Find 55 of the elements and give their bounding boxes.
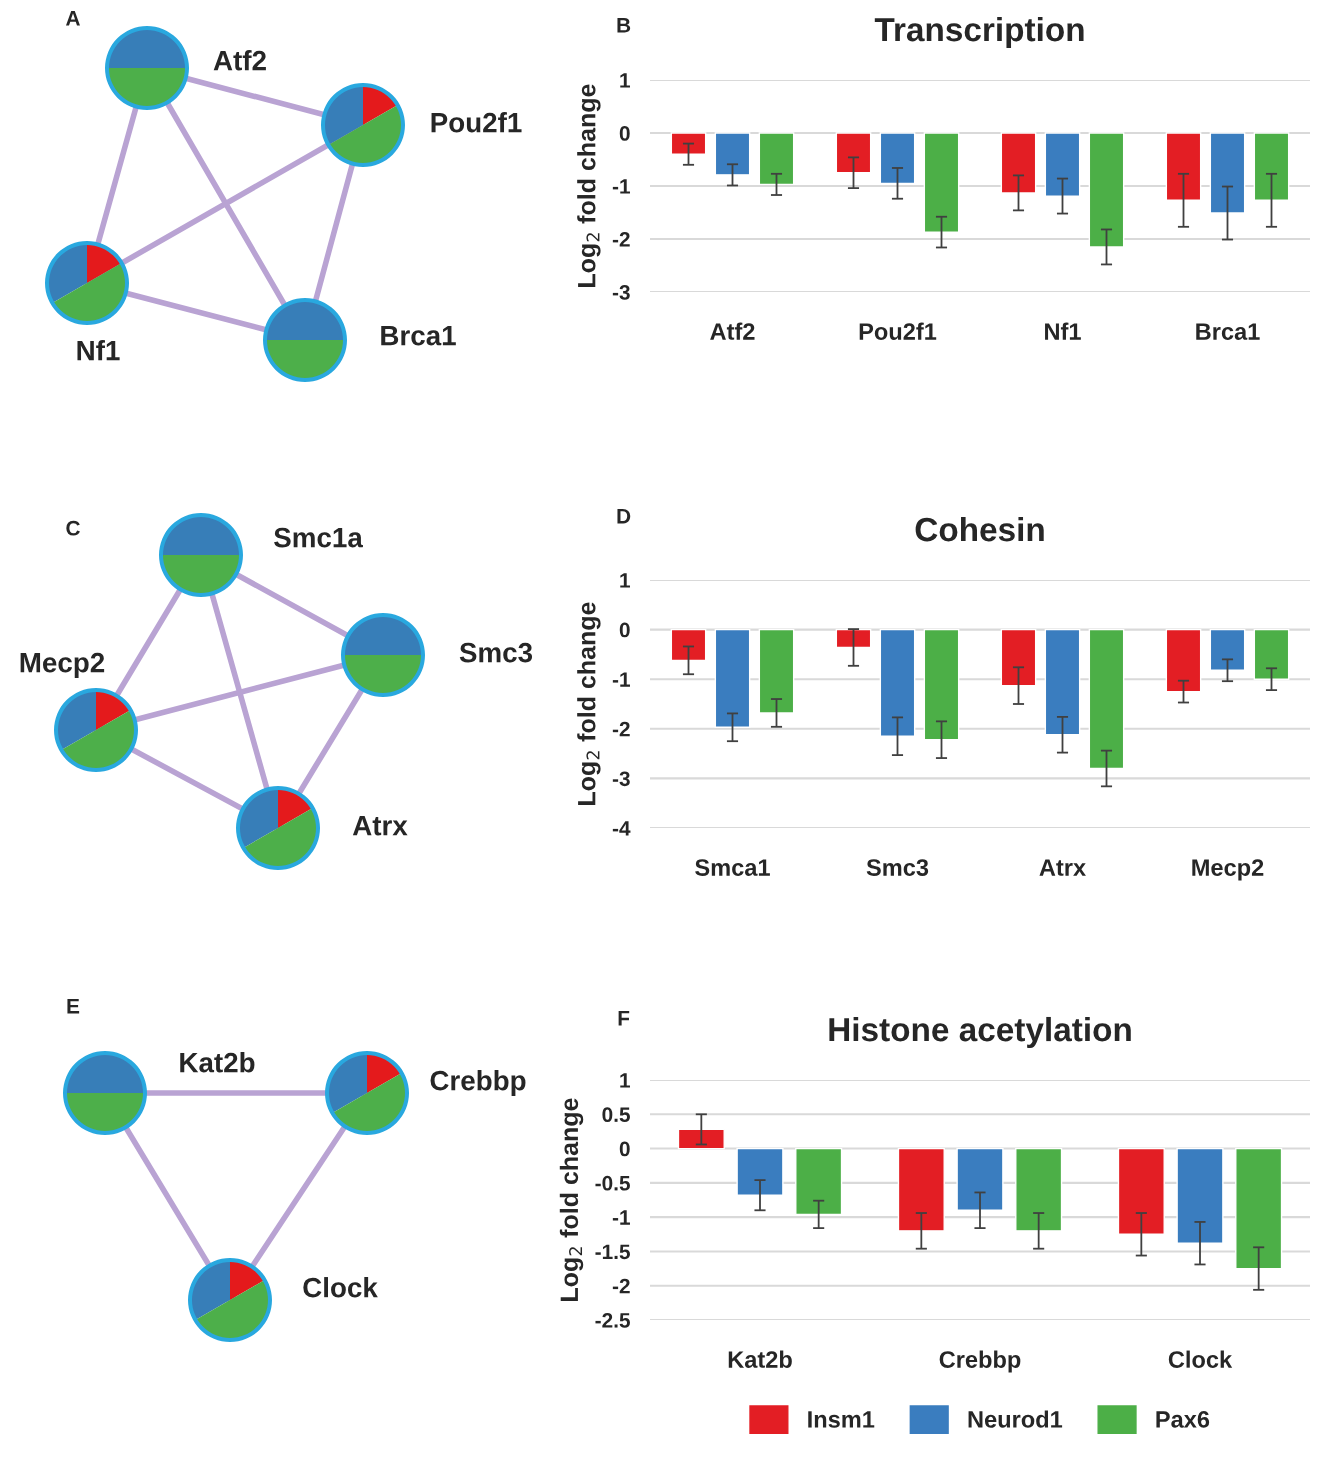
y-tick-label: -3 [612, 285, 630, 300]
x-tick-label: Mecp2 [1192, 859, 1264, 881]
x-tick-label: Crebbp [939, 1350, 1021, 1373]
y-tick-label: 1 [620, 1073, 630, 1088]
text: Smc3 [459, 642, 533, 663]
x-tick-label: Kat2b [728, 1350, 792, 1368]
x-tick-label: Nf1 [1045, 322, 1081, 340]
chart-title: Transcription [874, 16, 1084, 49]
text: Pou2f1 [431, 112, 522, 133]
text: A [65, 11, 80, 26]
text: D [617, 509, 631, 524]
y-tick-label: -1 [612, 179, 630, 194]
chart-title: Cohesin [915, 516, 1044, 542]
y-axis-title: Log$_{2}$ fold change [559, 1098, 584, 1301]
text: Smc1a [274, 527, 363, 548]
text: B [617, 18, 631, 33]
x-tick-label: Pou2f1 [859, 322, 937, 340]
y-tick-label: -0.5 [595, 1175, 630, 1191]
legend-label: Neurod1 [968, 1410, 1063, 1428]
y-axis-title: Log$_{2}$ fold change [577, 84, 601, 287]
x-tick-label: Brca1 [1196, 323, 1260, 340]
y-tick-label: -1 [612, 672, 630, 687]
y-tick-label: 0 [619, 126, 630, 141]
y-tick-label: -2 [612, 1278, 630, 1294]
text: C [66, 520, 80, 536]
y-tick-label: 1 [620, 73, 630, 88]
text: Clock [303, 1277, 378, 1298]
x-tick-label: Smc3 [866, 859, 929, 876]
text: Nf1 [77, 340, 120, 361]
y-tick-label: -4 [612, 821, 631, 836]
y-tick-label: -3 [612, 771, 630, 787]
y-tick-label: 1 [620, 573, 630, 588]
legend-label: Pax6 [1156, 1411, 1210, 1428]
text: Kat2b [180, 1052, 255, 1073]
text: Mecp2 [20, 652, 105, 678]
text: F [618, 1011, 630, 1026]
y-tick-label: 0 [619, 622, 630, 638]
chart-title: Histone acetylation [829, 1016, 1131, 1049]
text: Atf2 [213, 50, 266, 71]
y-tick-label: 0 [619, 1141, 630, 1157]
y-tick-label: -2.5 [595, 1313, 630, 1328]
y-tick-label: -2 [612, 721, 630, 737]
x-tick-label: Smca1 [695, 859, 770, 876]
x-tick-label: Atf2 [710, 322, 755, 340]
x-tick-label: Atrx [1039, 859, 1086, 876]
y-tick-label: -1 [612, 1210, 630, 1225]
text: E [67, 999, 80, 1014]
text: Atrx [352, 816, 408, 836]
legend-label: Insm1 [808, 1411, 875, 1428]
x-tick-label: Clock [1168, 1350, 1233, 1368]
y-tick-label: 0.5 [602, 1107, 630, 1123]
y-tick-label: -2 [612, 232, 630, 247]
text: Crebbp [430, 1070, 526, 1096]
y-tick-label: -1.5 [595, 1244, 630, 1260]
y-axis-title: Log$_{2}$ fold change [577, 602, 601, 805]
